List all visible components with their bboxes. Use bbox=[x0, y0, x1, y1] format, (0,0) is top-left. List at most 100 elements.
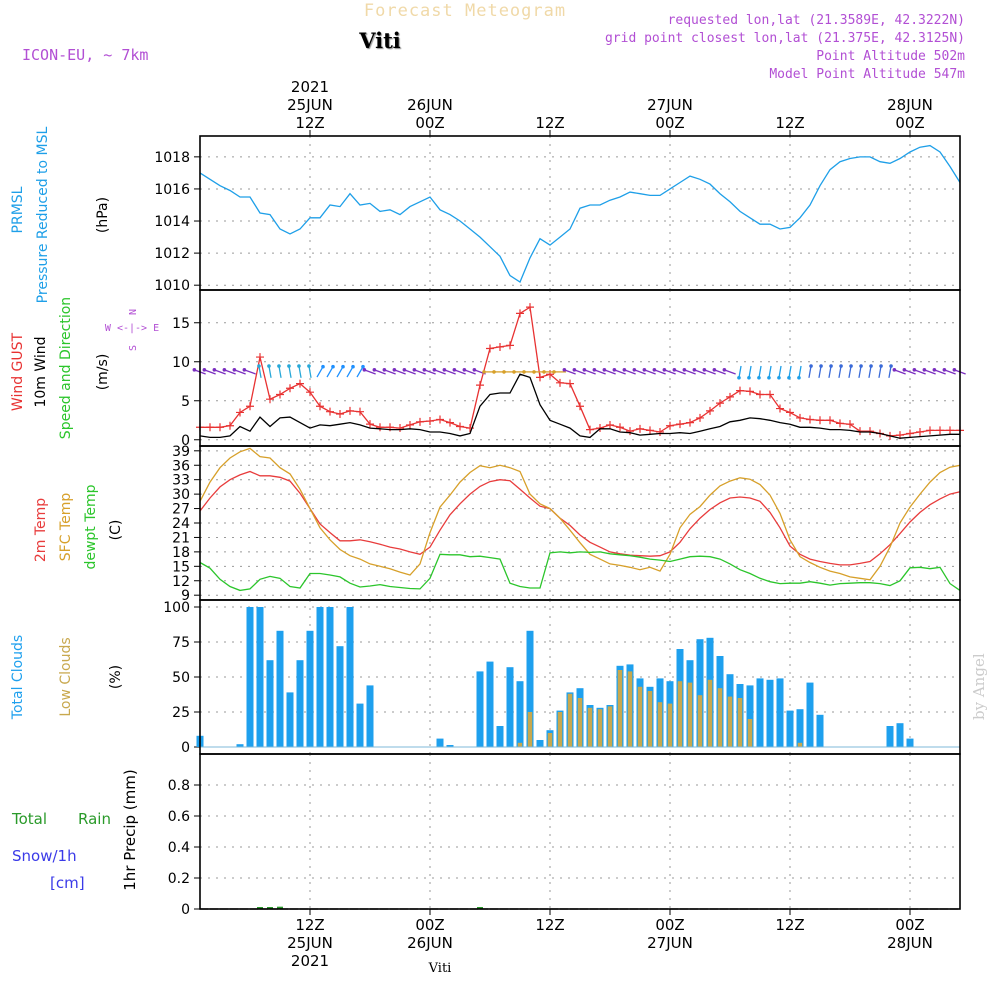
wind-direction-arrowhead bbox=[829, 364, 833, 368]
gust-point bbox=[706, 406, 714, 415]
label-1hr-precip: 1hr Precip (mm) bbox=[121, 769, 139, 890]
label-low-clouds: Low Clouds bbox=[58, 637, 74, 716]
label-10m-wind: 10m Wind bbox=[33, 336, 49, 407]
gust-point bbox=[396, 424, 404, 433]
wind-direction-arrow bbox=[356, 366, 364, 378]
requested-coords: requested lon,lat (21.3589E, 42.3222N) bbox=[668, 13, 965, 28]
gust-point bbox=[426, 417, 434, 426]
bar-total-clouds bbox=[476, 671, 484, 747]
bottom-tick-date: 28JUN bbox=[887, 934, 933, 952]
wind-direction-arrow bbox=[326, 366, 334, 378]
bar-low-clouds bbox=[587, 707, 593, 747]
bar-low-clouds bbox=[617, 670, 623, 747]
wind-direction-arrowhead bbox=[212, 368, 217, 372]
gust-point bbox=[576, 402, 584, 411]
bar-total-clouds bbox=[896, 723, 904, 747]
wind-direction-arrow bbox=[654, 369, 666, 375]
bar-low-clouds bbox=[627, 671, 633, 747]
wind-direction-arrow bbox=[644, 369, 656, 375]
bar-total-clouds bbox=[246, 607, 254, 747]
label-percent: (%) bbox=[108, 665, 124, 689]
label-2m-temp: 2m Temp bbox=[33, 498, 49, 562]
credit-watermark: by Angel bbox=[970, 653, 988, 720]
y-tick-label: 1018 bbox=[154, 150, 190, 166]
y-tick-label: 1014 bbox=[154, 214, 190, 230]
gust-point bbox=[536, 373, 544, 382]
bar-total-clouds bbox=[886, 726, 894, 747]
y-tick-label: 27 bbox=[172, 502, 190, 518]
wind-direction-arrow bbox=[394, 369, 406, 375]
gust-point bbox=[786, 408, 794, 417]
bar-low-clouds bbox=[647, 691, 653, 747]
y-tick-label: 75 bbox=[172, 635, 190, 651]
gust-point bbox=[556, 378, 564, 387]
wind-direction-arrowhead bbox=[492, 370, 496, 374]
wind-direction-arrowhead bbox=[797, 376, 801, 380]
bar-total-clouds bbox=[236, 744, 244, 747]
bar-low-clouds bbox=[517, 742, 523, 747]
bottom-tick-hour: 00Z bbox=[415, 916, 444, 934]
top-tick-date: 28JUN bbox=[887, 96, 933, 114]
wind-direction-arrow bbox=[424, 369, 436, 375]
gust-point bbox=[616, 423, 624, 432]
wind-direction-arrowhead bbox=[787, 376, 791, 380]
gust-point bbox=[816, 416, 824, 425]
location-title: Viti bbox=[358, 28, 401, 53]
wind-direction-arrowhead bbox=[712, 368, 717, 372]
wind-direction-arrow bbox=[234, 369, 246, 375]
y-tick-label: 15 bbox=[172, 316, 190, 332]
series-line-prmsl bbox=[199, 144, 961, 283]
bar-total-clouds bbox=[356, 703, 364, 747]
bar-total-clouds bbox=[906, 738, 914, 747]
wind-direction-arrow bbox=[278, 365, 282, 378]
panel-frame-precip bbox=[199, 753, 961, 910]
wind-direction-arrow bbox=[818, 365, 822, 378]
wind-direction-arrow bbox=[704, 369, 716, 375]
wind-direction-arrowhead bbox=[341, 364, 345, 369]
label-wind-gust: Wind GUST bbox=[10, 332, 26, 411]
wind-direction-arrowhead bbox=[382, 368, 387, 372]
gust-point bbox=[626, 427, 634, 436]
wind-direction-arrowhead bbox=[307, 364, 311, 368]
wind-direction-arrow bbox=[838, 365, 842, 378]
compass-n: N bbox=[128, 309, 139, 315]
wind-direction-arrow bbox=[414, 369, 426, 375]
wind-direction-arrowhead bbox=[257, 364, 261, 368]
wind-direction-arrowhead bbox=[562, 368, 567, 372]
top-tick-hour: 12Z bbox=[775, 114, 804, 132]
wind-direction-arrow bbox=[346, 366, 354, 378]
wind-direction-arrowhead bbox=[902, 368, 907, 372]
wind-direction-arrowhead bbox=[592, 368, 597, 372]
compass-we: W <-|-> E bbox=[105, 323, 159, 334]
wind-direction-arrowhead bbox=[502, 370, 506, 374]
y-tick-label: 50 bbox=[172, 670, 190, 686]
wind-direction-arrow bbox=[664, 369, 676, 375]
bar-total-clouds bbox=[256, 607, 264, 747]
gust-point bbox=[916, 427, 924, 436]
gust-point bbox=[516, 309, 524, 318]
gust-point bbox=[696, 413, 704, 422]
wind-direction-arrow bbox=[298, 365, 302, 378]
y-tick-label: 9 bbox=[181, 588, 190, 604]
bar-low-clouds bbox=[547, 733, 553, 747]
wind-direction-arrowhead bbox=[652, 368, 657, 372]
gust-point bbox=[416, 417, 424, 426]
wind-direction-arrowhead bbox=[869, 364, 873, 368]
gust-point bbox=[746, 387, 754, 396]
wind-direction-arrowhead bbox=[702, 368, 707, 372]
label-sfc-temp: SFC Temp bbox=[58, 493, 74, 562]
bar-total-clouds bbox=[536, 740, 544, 747]
gust-point bbox=[276, 390, 284, 399]
wind-direction-arrow bbox=[604, 369, 616, 375]
series-line-sfc-temp bbox=[199, 447, 961, 581]
wind-direction-arrow bbox=[738, 365, 742, 378]
gust-point bbox=[776, 404, 784, 413]
wind-direction-arrowhead bbox=[522, 370, 526, 374]
wind-direction-arrowhead bbox=[912, 368, 917, 372]
bar-total-rain bbox=[267, 907, 273, 909]
top-tick-date: 26JUN bbox=[407, 96, 453, 114]
model-altitude: Model Point Altitude 547m bbox=[769, 67, 965, 82]
top-tick-hour: 12Z bbox=[535, 114, 564, 132]
bottom-tick-date: 26JUN bbox=[407, 934, 453, 952]
